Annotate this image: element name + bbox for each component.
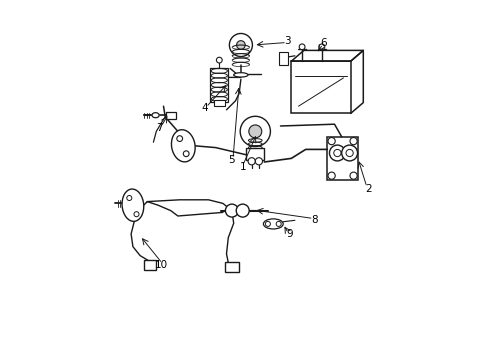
Text: 2: 2 <box>365 184 371 194</box>
Circle shape <box>236 41 244 49</box>
Bar <box>278 52 287 65</box>
Text: 5: 5 <box>228 155 235 165</box>
Circle shape <box>327 172 335 179</box>
Circle shape <box>265 221 270 226</box>
Bar <box>246 148 264 160</box>
Circle shape <box>327 138 335 145</box>
Ellipse shape <box>152 113 159 118</box>
Text: 1: 1 <box>239 162 245 172</box>
Circle shape <box>349 138 356 145</box>
Circle shape <box>247 158 255 165</box>
Text: 10: 10 <box>155 260 168 270</box>
Circle shape <box>183 151 189 157</box>
Text: 4: 4 <box>201 103 208 113</box>
Circle shape <box>341 145 357 161</box>
Text: 6: 6 <box>320 38 326 48</box>
Circle shape <box>134 212 139 217</box>
Circle shape <box>329 145 345 161</box>
Ellipse shape <box>233 73 247 77</box>
Circle shape <box>346 149 352 157</box>
Circle shape <box>299 44 305 50</box>
Circle shape <box>216 57 222 63</box>
Text: 7: 7 <box>156 123 163 133</box>
Text: 8: 8 <box>311 215 317 225</box>
Ellipse shape <box>263 219 283 229</box>
Circle shape <box>248 125 261 138</box>
Circle shape <box>318 44 324 50</box>
Bar <box>143 260 156 270</box>
Text: 3: 3 <box>284 36 290 46</box>
Circle shape <box>276 221 281 226</box>
Bar <box>291 61 350 113</box>
Circle shape <box>349 172 356 179</box>
Bar <box>224 262 239 272</box>
Circle shape <box>255 158 262 165</box>
Circle shape <box>126 195 132 201</box>
Ellipse shape <box>122 189 143 221</box>
Circle shape <box>240 116 270 147</box>
Ellipse shape <box>171 130 195 162</box>
Bar <box>326 137 357 180</box>
Bar <box>210 68 228 102</box>
Circle shape <box>236 204 249 217</box>
Bar <box>213 100 224 106</box>
Bar <box>166 112 176 119</box>
Text: 9: 9 <box>285 229 292 239</box>
Circle shape <box>225 204 238 217</box>
Circle shape <box>177 136 182 141</box>
Circle shape <box>229 33 252 57</box>
Circle shape <box>333 149 340 157</box>
